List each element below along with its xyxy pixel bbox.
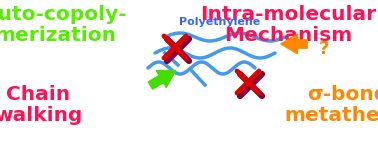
- Text: Polyethylene: Polyethylene: [180, 17, 260, 27]
- FancyArrowPatch shape: [148, 70, 176, 89]
- Text: ?: ?: [319, 40, 329, 58]
- FancyArrowPatch shape: [281, 34, 307, 54]
- Text: Intra-molecular
Mechanism: Intra-molecular Mechanism: [200, 5, 376, 45]
- Text: Chain
walking: Chain walking: [0, 85, 82, 125]
- Text: Auto-copoly-
merization: Auto-copoly- merization: [0, 5, 127, 45]
- Text: σ-bond
metathesis: σ-bond metathesis: [285, 85, 378, 125]
